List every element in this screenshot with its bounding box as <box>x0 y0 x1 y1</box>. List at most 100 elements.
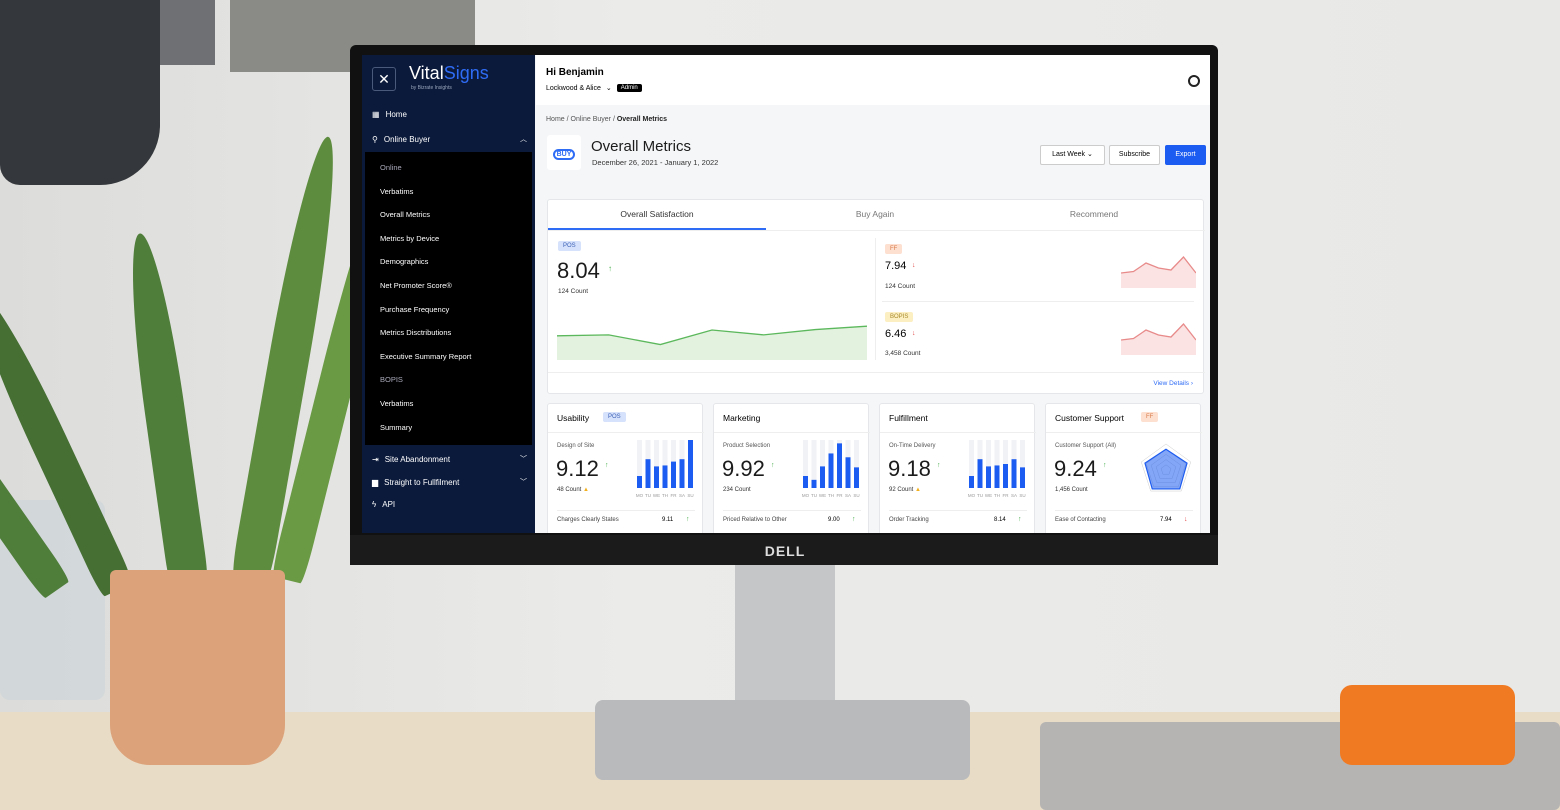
sidebar-item-online-buyer[interactable]: ⚲ Online Buyer ︿ <box>372 134 527 144</box>
bar <box>1003 464 1008 488</box>
bar-chart: MO TU WE TH FR SA SU <box>802 440 860 498</box>
export-button[interactable]: Export <box>1165 145 1206 165</box>
day-label: TU <box>977 493 983 498</box>
sidebar-item-site-abandonment[interactable]: ⇥ Site Abandonment ﹀ <box>372 454 527 464</box>
submenu-item[interactable]: Verbatims <box>380 186 414 196</box>
submenu-item[interactable]: Verbatims <box>380 399 414 408</box>
sidebar: ✕ VitalSigns by Bizrate Insights ▦ Home ⚲… <box>362 55 535 533</box>
sidebar-item-api[interactable]: ϟ API <box>372 500 527 509</box>
day-label: MO <box>802 493 810 498</box>
bar <box>679 459 685 488</box>
day-label: TH <box>994 493 1000 498</box>
bar <box>837 443 842 488</box>
day-label: WE <box>819 493 826 498</box>
view-details-link[interactable]: View Details › <box>1153 380 1193 387</box>
bar <box>820 466 825 488</box>
breadcrumb-current: Overall Metrics <box>616 116 668 123</box>
submenu-item[interactable]: Executive Summary Report <box>380 351 472 361</box>
overall-trend-chart <box>557 325 867 360</box>
close-menu-button[interactable]: ✕ <box>372 67 396 91</box>
bar <box>994 465 1000 488</box>
submenu-item[interactable]: Metrics Disctributions <box>380 328 452 338</box>
day-label: SA <box>1011 493 1017 498</box>
metric-label: Product Selection <box>723 443 771 449</box>
bar-chart: MO TU WE TH FR SA SU <box>636 440 694 498</box>
metric-value: 9.24 <box>1054 456 1097 481</box>
greeting: Hi Benjamin <box>546 67 604 78</box>
breadcrumb: Home / Online Buyer / Overall Metrics <box>546 116 668 123</box>
bar <box>845 457 851 488</box>
sub-metric-value: 7.94 <box>1160 517 1172 523</box>
sub-metric-label: Charges Clearly States <box>557 517 619 523</box>
metric-label: Customer Support (All) <box>1055 443 1117 449</box>
day-label: TU <box>645 493 651 498</box>
metric-value: 9.92 <box>722 456 765 481</box>
subscribe-button[interactable]: Subscribe <box>1109 145 1160 165</box>
date-range: December 26, 2021 - January 1, 2022 <box>592 158 719 167</box>
desk-lamp <box>0 0 160 185</box>
bar-chart: MO TU WE TH FR SA SU <box>968 440 1026 498</box>
submenu-item[interactable]: Metrics by Device <box>380 233 440 243</box>
bar-track <box>969 440 974 488</box>
breadcrumb-home[interactable]: Home <box>546 116 565 123</box>
day-label: FR <box>1003 493 1010 498</box>
sub-metric-value: 9.00 <box>828 517 840 523</box>
metric-count: 1,456 Count <box>1055 487 1088 493</box>
day-label: SU <box>1019 493 1025 498</box>
submenu-item[interactable]: Demographics <box>380 257 429 267</box>
bar <box>803 476 808 488</box>
bar <box>828 453 834 488</box>
metric-card-usability: Usability POS Design of Site 9.12 ↑ 48 C… <box>547 403 704 533</box>
bar <box>671 461 676 488</box>
ff-sparkline <box>1121 256 1196 288</box>
tab-recommend[interactable]: Recommend <box>1069 209 1119 219</box>
arrow-up-icon: ↑ <box>608 264 612 273</box>
overview-card: Overall Satisfaction Buy Again Recommend… <box>547 199 1205 394</box>
ff-value: 7.94 <box>885 260 907 272</box>
submenu-item[interactable]: Net Promoter Score® <box>380 281 452 290</box>
day-label: MO <box>636 493 644 498</box>
metric-label: Design of Site <box>557 443 595 449</box>
bar <box>854 467 859 488</box>
bar <box>1020 467 1025 488</box>
bar <box>688 440 693 488</box>
truck-icon: ▆ <box>372 477 379 487</box>
warning-icon: ▲ <box>583 487 589 493</box>
day-label: MO <box>968 493 976 498</box>
submenu-item[interactable]: Purchase Frequency <box>380 304 450 314</box>
submenu-item[interactable]: Summary <box>380 422 413 432</box>
tab-overall-satisfaction[interactable]: Overall Satisfaction <box>548 200 766 230</box>
arrow-down-icon: ↓ <box>1184 516 1188 523</box>
user-profile-icon[interactable] <box>1188 75 1200 87</box>
overall-count: 124 Count <box>558 288 588 295</box>
bar-track <box>986 440 991 488</box>
sub-metric-value: 9.11 <box>662 517 674 523</box>
monitor-chin <box>350 535 1218 565</box>
ff-count: 124 Count <box>885 283 915 290</box>
radar-chart <box>1140 443 1192 492</box>
page-title: Overall Metrics <box>591 138 692 155</box>
main-content: Hi Benjamin Lockwood & Alice ⌄ Admin Home … <box>536 55 1210 533</box>
arrow-up-icon: ↑ <box>686 516 690 523</box>
trend-line <box>1121 256 1196 274</box>
bar-track <box>1020 440 1025 488</box>
trend-area <box>557 326 867 360</box>
submenu-item[interactable]: Overall Metrics <box>380 210 431 220</box>
day-label: FR <box>837 493 844 498</box>
overall-value: 8.04 <box>557 258 600 283</box>
radar-shape <box>1144 448 1188 490</box>
nav-label: API <box>382 500 396 509</box>
exit-icon: ⇥ <box>372 454 379 464</box>
tab-buy-again[interactable]: Buy Again <box>855 209 895 219</box>
period-dropdown[interactable]: Last Week ⌄ <box>1040 145 1105 165</box>
bar-track <box>662 440 668 488</box>
arrow-up-icon: ↑ <box>1018 516 1022 523</box>
sub-metric-label: Order Tracking <box>889 517 929 523</box>
breadcrumb-online-buyer[interactable]: Online Buyer <box>570 116 611 123</box>
account-switcher[interactable]: Lockwood & Alice ⌄ Admin <box>546 84 642 92</box>
sidebar-item-home[interactable]: ▦ Home <box>372 110 527 119</box>
submenu-item: BOPIS <box>380 375 403 385</box>
sidebar-item-straight-to-fulfillment[interactable]: ▆ Straight to Fullfilment ﹀ <box>372 477 527 487</box>
bopis-badge: BOPIS <box>885 312 914 322</box>
online-buyer-submenu: Online Verbatims Overall Metrics Metrics by… <box>365 152 532 445</box>
